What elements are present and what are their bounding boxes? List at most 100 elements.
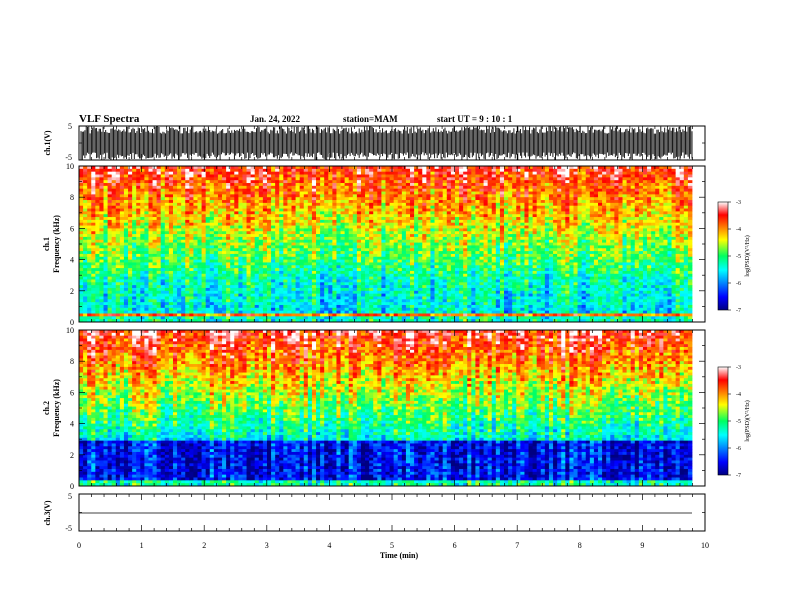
spectrogram-cell [434,290,440,295]
spectrogram-cell [213,177,219,181]
spectrogram-cell [213,282,219,286]
spectrogram-cell [348,228,354,232]
spectrogram-cell [434,253,440,258]
spectrogram-cell [91,285,96,289]
spectrogram-cell [369,208,374,212]
spectrogram-cell [397,202,403,207]
spectrogram-cell [168,270,174,275]
spectrogram-cell [177,225,182,229]
spectrogram-cell [189,225,194,229]
spectrogram-cell [250,231,256,235]
spectrogram-cell [410,285,415,289]
spectrogram-cell [369,265,374,269]
spectrogram-cell [177,208,182,212]
spectrogram-cell [201,282,207,286]
spectrogram-cell [401,202,407,207]
spectrogram-cell [238,245,243,249]
spectrogram-cell [213,185,219,190]
spectrogram-cell [201,191,207,195]
spectrogram-cell [373,262,378,266]
spectrogram-cell [258,302,264,306]
spectrogram-cell [140,265,145,269]
spectrogram-cell [115,171,121,175]
spectrogram-cell [336,211,341,215]
spectrogram-cell [397,177,403,181]
spectrogram-cell [107,282,113,286]
spectrogram-cell [352,197,358,201]
spectrogram-cell [365,236,370,241]
spectrogram-cell [442,296,448,300]
spectrogram-cell [389,279,395,283]
spectrogram-cell [181,234,186,238]
spectrogram-cell [217,307,223,312]
spectrogram-cell [414,276,419,280]
spectrogram-cell [410,276,415,280]
spectrogram-cell [262,245,268,249]
spectrogram-cell [418,245,423,249]
spectrogram-cell [185,307,190,312]
spectrogram-cell [115,296,121,300]
spectrogram-cell [434,183,440,187]
spectrogram-cell [140,268,145,272]
spectrogram-cell [442,310,448,314]
spectrogram-cell [197,279,202,283]
spectrogram-cell [258,282,264,286]
spectrogram-cell [381,225,386,229]
spectrogram-cell [148,302,153,306]
spectrogram-cell [144,239,149,243]
spectrogram-cell [340,242,346,246]
spectrogram-cell [369,205,374,209]
spectrogram-cell [348,285,354,289]
spectrogram-cell [434,293,440,297]
spectrogram-cell [266,202,272,207]
spectrogram-cell [271,310,276,314]
spectrogram-cell [430,183,435,187]
spectrogram-cell [299,183,305,187]
spectrogram-cell [287,273,292,278]
spectrogram-cell [230,188,235,192]
spectrogram-cell [385,236,390,241]
spectrogram-cell [418,242,423,246]
spectrogram-cell [446,242,452,246]
spectrogram-cell [360,319,366,323]
spectrogram-cell [132,205,137,209]
spectrogram-cell [152,304,158,309]
spectrogram-cell [168,239,174,243]
spectrogram-cell [410,265,415,269]
spectrogram-cell [299,185,305,190]
spectrogram-cell [103,202,109,207]
spectrogram-cell [369,304,374,309]
spectrogram-cell [132,256,137,260]
spectrogram-cell [410,171,415,175]
spectrogram-cell [189,171,194,175]
spectrogram-cell [410,293,415,297]
spectrogram-cell [410,319,415,323]
spectrogram-cell [136,236,141,241]
spectrogram-cell [287,211,292,215]
spectrogram-cell [397,180,403,184]
spectrogram-cell [316,242,321,246]
spectrogram-cell [103,188,109,192]
spectrogram-cell [414,316,419,320]
spectrogram-cell [401,239,407,243]
spectrogram-cell [242,316,247,320]
spectrogram-cell [185,242,190,246]
spectrogram-cell [128,285,133,289]
spectrogram-cell [226,219,231,224]
spectrogram-cell [250,166,256,170]
spectrogram-cell [283,205,288,209]
spectrogram-cell [442,174,448,178]
spectrogram-cell [303,166,309,170]
spectrogram-cell [152,166,158,170]
spectrogram-cell [422,205,427,209]
spectrogram-cell [340,259,346,263]
spectrogram-cell [414,256,419,260]
spectrogram-cell [230,290,235,295]
spectrogram-cell [344,177,350,181]
spectrogram-cell [324,259,329,263]
spectrogram-cell [442,222,448,226]
spectrogram-cell [397,211,403,215]
spectrogram-cell [156,234,162,238]
spectrogram-cell [418,253,423,258]
spectrogram-cell [271,191,276,195]
